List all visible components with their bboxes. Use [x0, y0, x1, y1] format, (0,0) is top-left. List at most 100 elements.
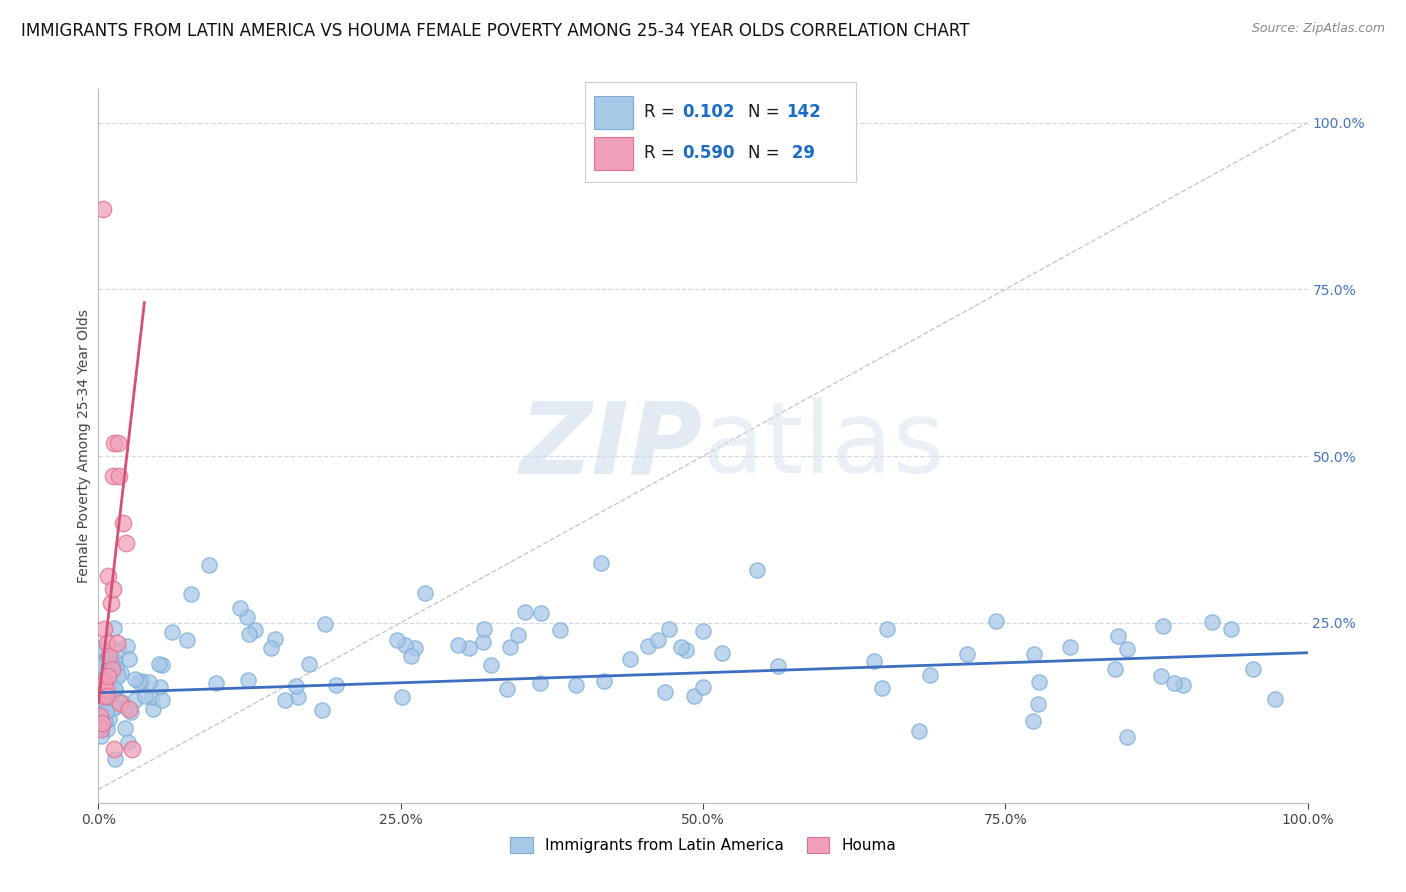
Point: [89, 640, 111, 655]
Text: N =: N =: [748, 145, 779, 162]
Point: [111, 516, 134, 530]
Point: [654, 685, 676, 699]
Point: [98, 649, 121, 664]
Point: [89, 680, 111, 694]
Text: IMMIGRANTS FROM LATIN AMERICA VS HOUMA FEMALE POVERTY AMONG 25-34 YEAR OLDS CORR: IMMIGRANTS FROM LATIN AMERICA VS HOUMA F…: [21, 22, 970, 40]
Point: [97, 569, 120, 583]
Point: [647, 633, 669, 648]
Text: 0.590: 0.590: [682, 145, 735, 162]
Text: R =: R =: [644, 103, 675, 121]
Point: [692, 680, 714, 694]
Point: [103, 622, 125, 636]
Point: [89, 658, 111, 673]
Text: R =: R =: [644, 145, 675, 162]
Point: [96, 722, 118, 736]
Point: [97, 696, 120, 710]
Point: [91, 202, 114, 217]
Point: [103, 742, 125, 756]
Point: [669, 640, 692, 655]
Point: [108, 643, 131, 657]
Text: 0.102: 0.102: [682, 103, 735, 121]
Point: [1024, 647, 1046, 661]
Point: [1107, 629, 1129, 643]
Point: [589, 557, 612, 571]
Point: [107, 435, 129, 450]
Point: [180, 587, 202, 601]
Point: [918, 668, 941, 682]
Point: [90, 704, 112, 718]
Point: [89, 655, 111, 669]
Point: [124, 692, 146, 706]
Point: [692, 624, 714, 638]
Point: [1116, 641, 1139, 656]
Point: [117, 735, 139, 749]
Point: [1150, 668, 1173, 682]
Point: [118, 651, 141, 665]
Point: [91, 673, 114, 688]
Point: [150, 657, 173, 672]
Point: [111, 695, 134, 709]
Point: [121, 742, 143, 756]
Point: [314, 616, 336, 631]
Point: [90, 646, 112, 660]
Point: [91, 690, 114, 705]
Point: [142, 701, 165, 715]
Point: [91, 715, 114, 730]
Point: [264, 632, 287, 646]
Point: [104, 752, 127, 766]
Point: [198, 558, 221, 573]
Point: [89, 720, 111, 734]
Point: [766, 658, 789, 673]
Point: [447, 638, 470, 652]
Point: [89, 673, 111, 687]
Point: [94, 688, 117, 702]
Point: [93, 623, 115, 637]
Point: [110, 666, 132, 681]
Point: [100, 641, 122, 656]
Point: [103, 435, 125, 450]
FancyBboxPatch shape: [595, 136, 633, 170]
Point: [870, 681, 893, 695]
Point: [1104, 663, 1126, 677]
Point: [108, 696, 131, 710]
Point: [399, 648, 422, 663]
Point: [115, 639, 138, 653]
Point: [311, 703, 333, 717]
Point: [91, 689, 114, 703]
Point: [104, 700, 127, 714]
Point: [1115, 730, 1137, 744]
Point: [91, 691, 114, 706]
Point: [91, 657, 114, 671]
Point: [94, 682, 117, 697]
Point: [862, 654, 884, 668]
Point: [91, 682, 114, 697]
Point: [683, 689, 706, 703]
Point: [394, 638, 416, 652]
Point: [96, 689, 118, 703]
Point: [908, 723, 931, 738]
Point: [1028, 675, 1050, 690]
Point: [1022, 714, 1045, 728]
FancyBboxPatch shape: [595, 95, 633, 129]
Point: [745, 563, 768, 577]
Point: [1264, 692, 1286, 706]
Point: [108, 469, 131, 483]
Point: [90, 723, 112, 737]
Point: [93, 684, 115, 698]
Text: 29: 29: [786, 145, 815, 162]
Point: [297, 657, 319, 671]
Point: [124, 672, 146, 686]
Point: [495, 681, 517, 696]
Point: [471, 635, 494, 649]
Point: [104, 683, 127, 698]
Point: [472, 622, 495, 636]
Point: [238, 627, 260, 641]
Point: [90, 673, 112, 688]
Point: [499, 640, 522, 654]
Point: [101, 582, 124, 597]
Point: [404, 641, 426, 656]
Point: [98, 673, 121, 687]
Point: [138, 674, 160, 689]
Point: [710, 646, 733, 660]
Point: [565, 678, 588, 692]
